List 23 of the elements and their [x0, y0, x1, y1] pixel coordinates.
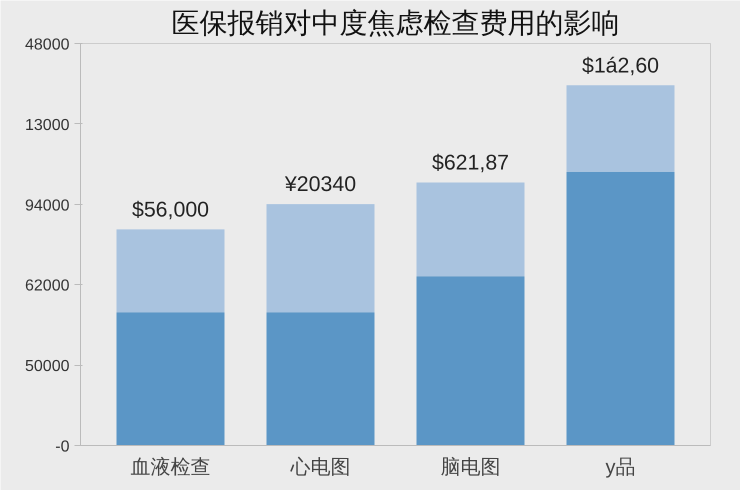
text: 13000 [25, 116, 70, 134]
bar [266, 312, 374, 446]
text: 50000 [25, 358, 70, 376]
bar [116, 312, 224, 446]
text: $621,87 [432, 150, 510, 175]
bar [566, 172, 674, 446]
text: 48000 [25, 36, 70, 54]
text: ¥20340 [284, 172, 356, 196]
bar [566, 85, 674, 172]
bar [416, 182, 524, 276]
x-tick-label: y品 [606, 456, 636, 478]
text: $1á2,60 [582, 53, 660, 78]
bar [416, 276, 524, 446]
x-tick-label: 血液检查 [130, 456, 210, 478]
text: -0 [55, 438, 70, 456]
text: $56,000 [132, 197, 210, 222]
text: 94000 [25, 197, 70, 214]
bar [266, 204, 374, 312]
x-tick-label: 心电图 [290, 456, 350, 478]
chart-title: 医保报销对中度焦虑检查费用的影响 [172, 8, 620, 38]
x-tick-label: 脑电图 [440, 456, 500, 478]
text: 62000 [25, 278, 70, 295]
bar [116, 229, 224, 312]
